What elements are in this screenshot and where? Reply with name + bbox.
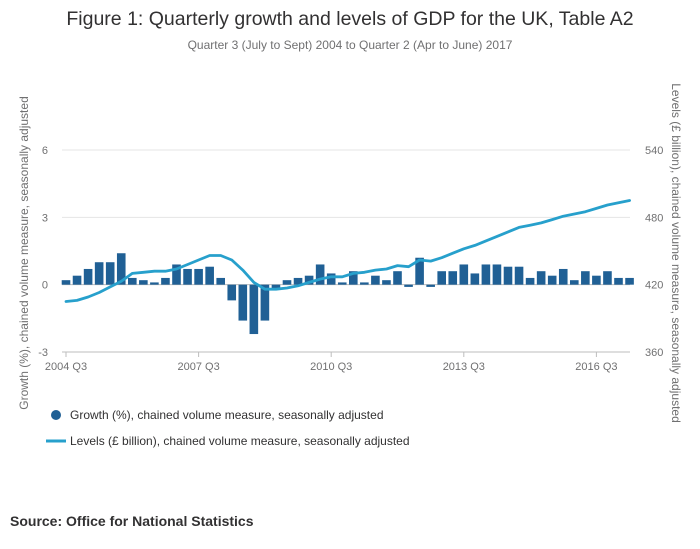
y-tick-label: 6 (42, 145, 48, 157)
growth-bar (514, 266, 524, 285)
growth-bar (72, 275, 82, 285)
growth-bar (404, 284, 413, 287)
x-tick-label: 2013 Q3 (443, 361, 485, 373)
growth-bar (492, 264, 502, 285)
growth-bar (581, 271, 590, 285)
growth-bar (150, 282, 159, 285)
growth-bar (415, 257, 424, 285)
y2-tick-label: 540 (645, 145, 663, 157)
legend: Growth (%), chained volume measure, seas… (46, 408, 410, 448)
growth-bar (382, 280, 391, 285)
growth-bar (326, 273, 336, 285)
source-note: Source: Office for National Statistics (10, 513, 254, 529)
x-tick-label: 2007 Q3 (177, 361, 219, 373)
growth-bar (360, 282, 369, 285)
growth-bar (315, 264, 325, 285)
growth-bar (304, 275, 314, 285)
legend-growth-marker (51, 410, 61, 420)
growth-bar (282, 280, 292, 285)
y-tick-label: 0 (42, 280, 48, 292)
growth-bar (426, 284, 435, 287)
growth-bar (349, 271, 358, 285)
growth-bar (525, 277, 535, 285)
growth-bar (116, 253, 126, 285)
legend-levels-label: Levels (£ billion), chained volume measu… (70, 434, 410, 448)
growth-bar (603, 271, 612, 285)
growth-bar (614, 277, 623, 285)
growth-bar (128, 277, 137, 285)
growth-bar (83, 268, 93, 285)
growth-bar (139, 280, 148, 285)
growth-bar (194, 268, 203, 285)
growth-bar (183, 268, 192, 285)
growth-bar (470, 273, 480, 285)
growth-bar (216, 277, 225, 285)
growth-bar (172, 264, 181, 285)
growth-bar (94, 262, 104, 285)
growth-bar (437, 271, 446, 285)
growth-bar (337, 282, 347, 285)
growth-bar (547, 275, 557, 285)
growth-bar (205, 266, 214, 285)
growth-bar (371, 275, 380, 285)
growth-bar (459, 264, 469, 285)
levels-line (64, 199, 631, 303)
growth-bar (260, 284, 270, 321)
growth-bar (393, 271, 402, 285)
y-tick-label: 3 (42, 212, 48, 224)
growth-bar (238, 284, 248, 321)
growth-bar (293, 277, 303, 285)
y-tick-label: -3 (38, 347, 48, 359)
x-tick-label: 2010 Q3 (310, 361, 352, 373)
y2-tick-label: 360 (645, 347, 663, 359)
growth-bar (249, 284, 259, 335)
legend-growth-label: Growth (%), chained volume measure, seas… (70, 408, 384, 422)
growth-bar (625, 277, 634, 285)
growth-bar (536, 271, 546, 285)
growth-bar (271, 284, 281, 290)
growth-bar (448, 271, 458, 285)
y-axis-title: Growth (%), chained volume measure, seas… (17, 96, 31, 410)
y2-tick-label: 480 (645, 212, 663, 224)
chart-subtitle: Quarter 3 (July to Sept) 2004 to Quarter… (187, 38, 513, 52)
growth-bar (503, 266, 513, 285)
growth-bar (570, 280, 579, 285)
chart-title: Figure 1: Quarterly growth and levels of… (66, 8, 634, 30)
growth-bar (227, 284, 237, 301)
growth-bar (481, 264, 491, 285)
growth-bar (105, 262, 115, 285)
x-tick-label: 2016 Q3 (575, 361, 617, 373)
levels-line-group (64, 199, 631, 303)
y2-tick-label: 420 (645, 280, 663, 292)
growth-bars (61, 253, 634, 335)
growth-bar (592, 275, 601, 285)
gridlines (62, 149, 630, 353)
axes: -3 0 3 6 360 420 480 540 2004 Q3 2007 Q3 2010 Q3 20… (38, 145, 663, 373)
growth-bar (558, 268, 568, 285)
growth-bar (61, 280, 71, 285)
growth-bar (161, 277, 170, 285)
y2-axis-title: Levels (£ billion), chained volume measu… (669, 83, 683, 423)
x-tick-label: 2004 Q3 (45, 361, 87, 373)
